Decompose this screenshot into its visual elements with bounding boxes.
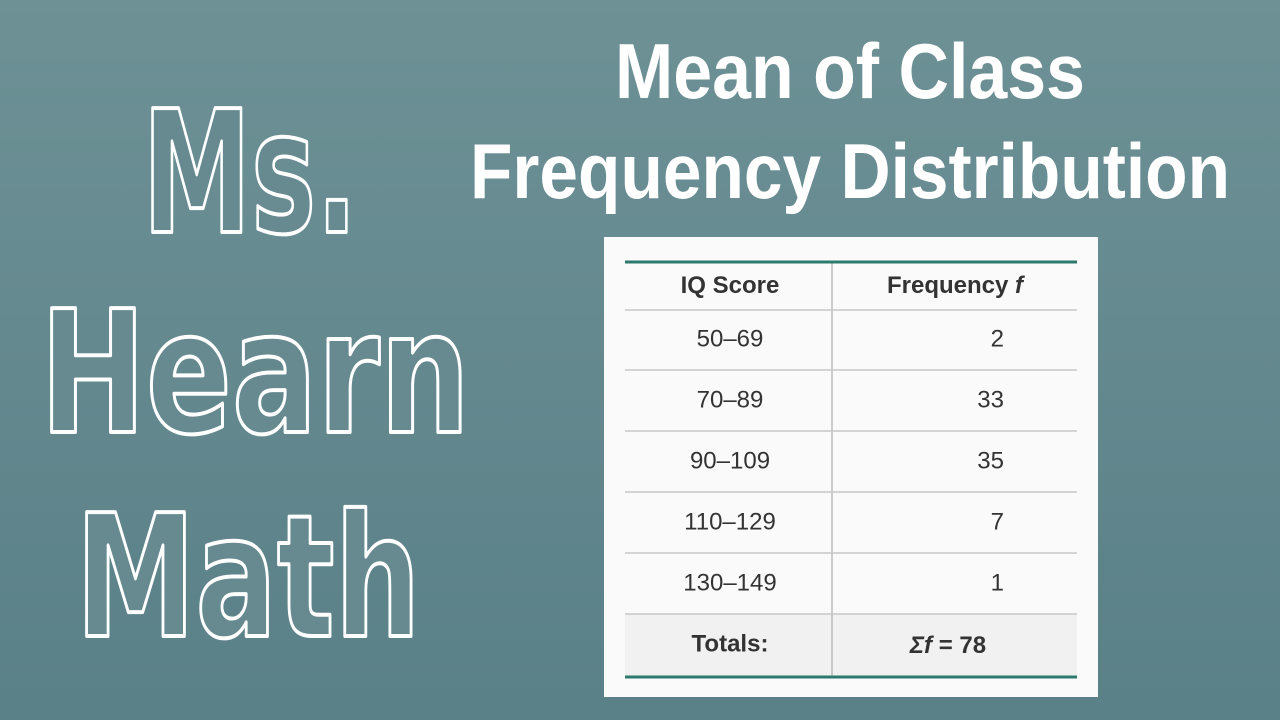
frequency: 35	[977, 447, 1004, 474]
frequency: 1	[991, 569, 1004, 596]
frequency: 33	[977, 386, 1004, 413]
column-header: IQ Score	[681, 272, 780, 299]
totals-background	[625, 614, 1077, 677]
column-header-label: IQ Score	[681, 272, 780, 299]
totals-sum: = 78	[939, 632, 986, 659]
frequency: 7	[991, 508, 1004, 535]
iq-range: 130–149	[683, 569, 776, 596]
brand-line: Math	[76, 479, 421, 677]
column-header-symbol: f	[1015, 272, 1025, 299]
iq-range: 50–69	[697, 325, 764, 352]
column-header-label: Frequency	[887, 272, 1009, 299]
column-header: Frequency f	[887, 272, 1025, 299]
brand-line: Hearn	[40, 275, 470, 473]
title-line: Frequency Distribution	[470, 127, 1230, 215]
frequency: 2	[991, 325, 1004, 352]
totals-value: Σf = 78	[909, 632, 986, 659]
iq-range: 70–89	[697, 386, 764, 413]
brand-line: Ms.	[143, 75, 358, 273]
title-line: Mean of Class	[615, 27, 1085, 115]
iq-range: 110–129	[684, 508, 776, 535]
totals-label: Totals:	[692, 630, 769, 657]
totals-symbol: Σf	[909, 632, 934, 659]
iq-range: 90–109	[690, 447, 770, 474]
